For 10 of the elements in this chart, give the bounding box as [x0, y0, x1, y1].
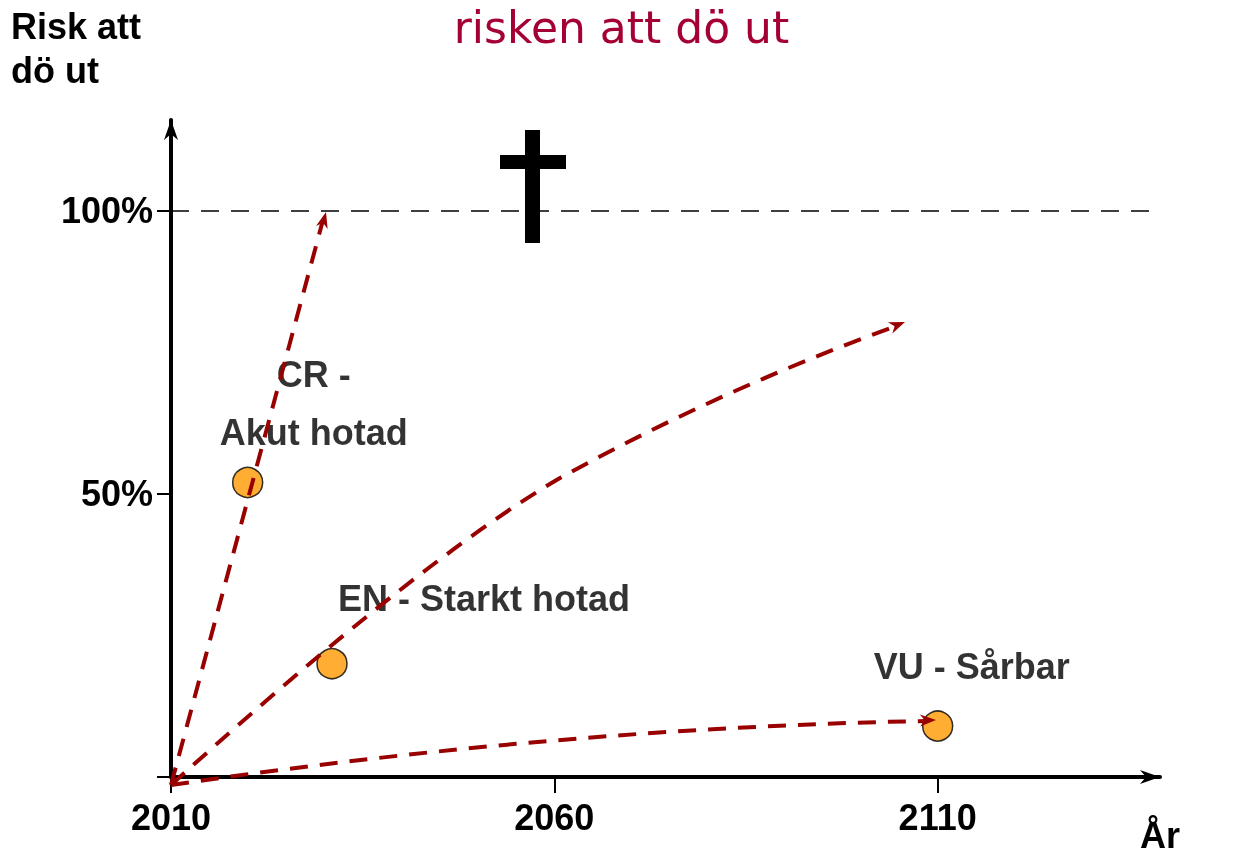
y-axis-title: Risk att dö ut — [11, 5, 142, 91]
series-label: VU - Sårbar — [873, 645, 1070, 687]
x-axis-title: År — [1140, 814, 1181, 853]
x-tick-label: 2060 — [514, 796, 595, 838]
y-tick-label: 50% — [80, 473, 153, 515]
x-tick-label: 2010 — [130, 796, 212, 838]
y-tick-label: 100% — [60, 190, 153, 232]
chart-title: risken att dö ut — [453, 1, 790, 53]
series-label: EN - Starkt hotad — [337, 578, 631, 620]
x-tick-label: 2110 — [898, 796, 977, 838]
